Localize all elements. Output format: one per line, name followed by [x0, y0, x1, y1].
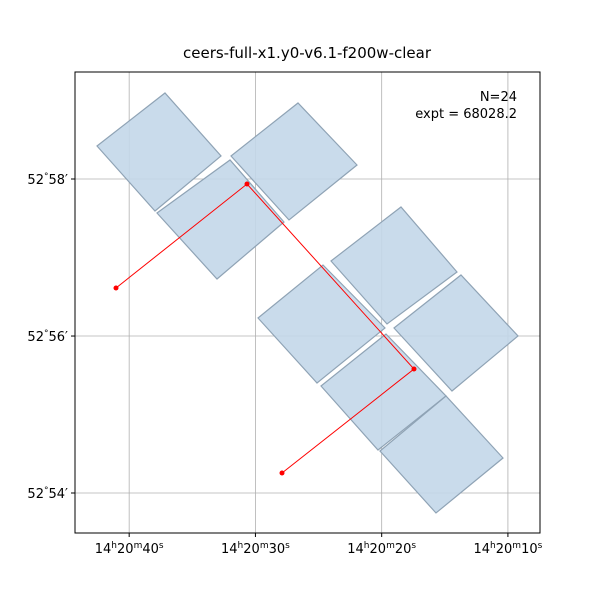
chart-title: ceers-full-x1.y0-v6.1-f200w-clear [183, 44, 432, 62]
footprint [230, 102, 358, 221]
x-tick-label: 14h20m20s [347, 541, 416, 557]
x-tick-label: 14h20m40s [95, 541, 164, 557]
pointing-marker [113, 285, 119, 291]
y-tick-label: 52°58′ [27, 172, 68, 188]
footprint [379, 395, 504, 514]
annotation: expt = 68028.2 [415, 107, 517, 122]
pointing-marker [279, 470, 285, 476]
footprint [393, 274, 519, 392]
y-tick-label: 52°54′ [27, 486, 68, 502]
plot-frame [74, 71, 541, 534]
footprint [96, 92, 222, 212]
x-tick-label: 14h20m30s [221, 541, 290, 557]
pointing-marker [411, 366, 417, 372]
pointing-marker [244, 181, 250, 187]
annotation: N=24 [480, 90, 517, 105]
x-tick-label: 14h20m10s [473, 541, 542, 557]
footprint [330, 206, 458, 325]
y-tick-label: 52°56′ [27, 329, 68, 345]
pointing-path [115, 183, 415, 474]
footprint [257, 264, 386, 384]
